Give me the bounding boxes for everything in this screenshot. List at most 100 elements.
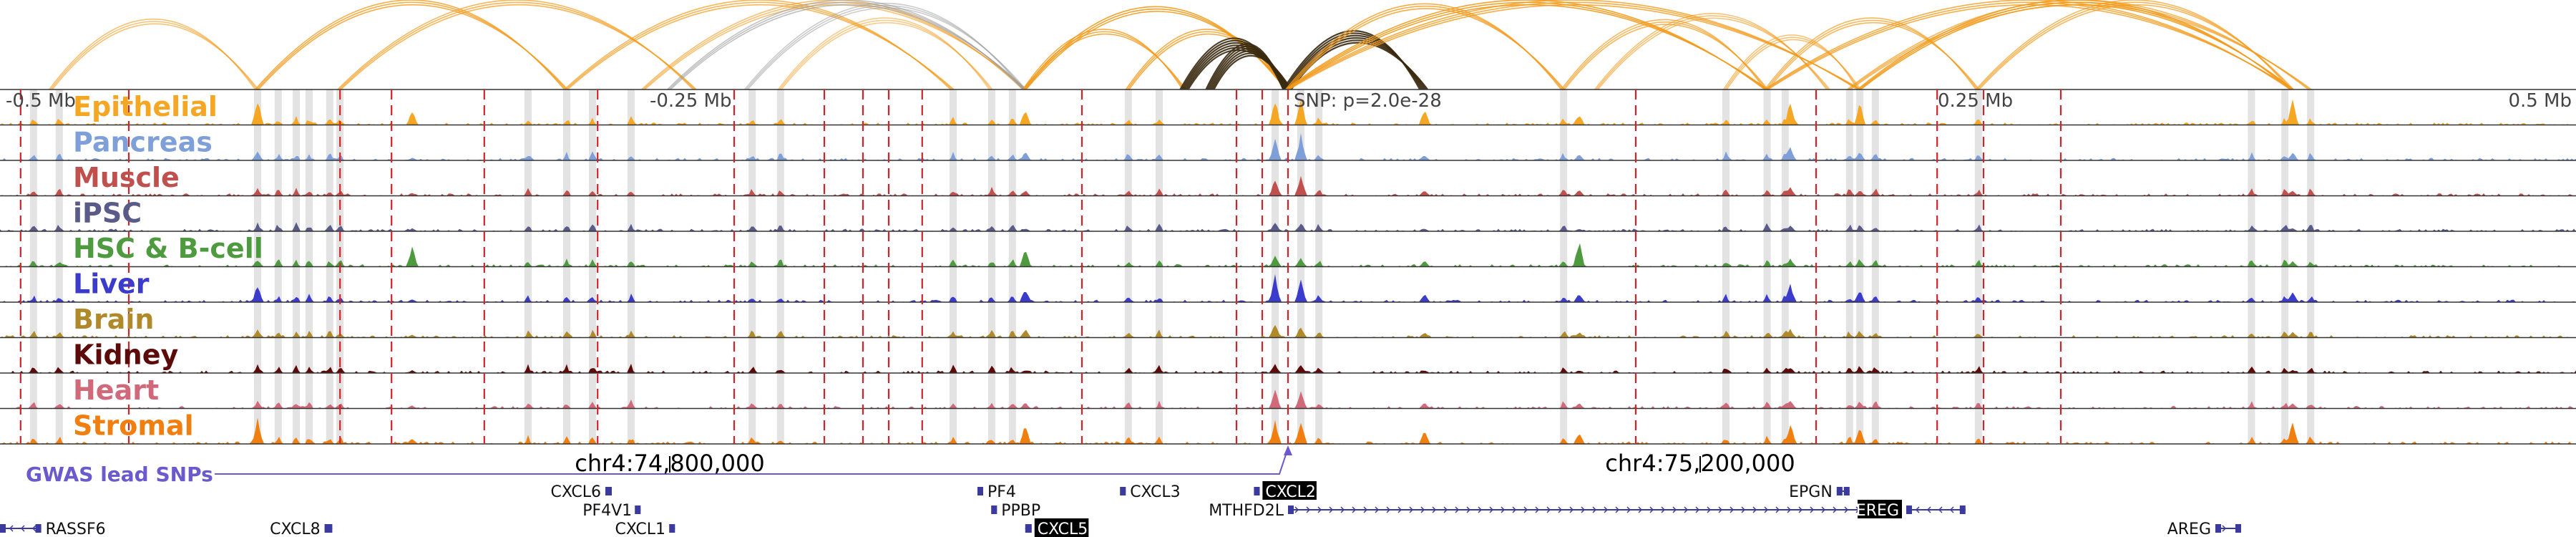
strand-arrow	[1844, 506, 1849, 513]
loop-arc	[49, 19, 256, 90]
signal-track-liver	[0, 274, 2576, 302]
signal-track-ipsc	[0, 222, 2576, 231]
scale-label: 0.25 Mb	[1938, 90, 2013, 112]
coord-label: chr4:74,800,000	[575, 450, 764, 477]
strand-arrow	[9, 525, 14, 532]
strand-arrow	[1672, 506, 1677, 513]
strand-arrow	[1775, 506, 1780, 513]
gene-exon	[606, 487, 612, 495]
strand-arrow	[1352, 506, 1357, 513]
gene-label: EPGN	[1789, 483, 1833, 501]
gene-exon	[669, 524, 675, 533]
strand-arrow	[1741, 506, 1746, 513]
strand-arrow	[1443, 506, 1448, 513]
track-label: HSC & B-cell	[73, 233, 263, 264]
signal-track-brain	[0, 324, 2576, 338]
track-labels: Epithelial Pancreas Muscle iPSC HSC & B-cell…	[73, 91, 263, 442]
strand-arrow	[1592, 506, 1597, 513]
loop-arc	[340, 4, 697, 90]
track-label: Liver	[73, 268, 150, 300]
strand-arrow	[1764, 506, 1769, 513]
signal-track-heart	[0, 390, 2576, 409]
chromatin-loops	[49, 0, 2312, 90]
strand-arrow	[1317, 506, 1322, 513]
strand-arrow	[2222, 525, 2227, 532]
gene-exon	[1959, 505, 1966, 514]
strand-arrow	[1787, 506, 1792, 513]
strand-arrow	[1294, 506, 1299, 513]
gene-label: PF4V1	[582, 502, 632, 520]
strand-arrow	[1501, 506, 1506, 513]
loop-arc	[567, 4, 955, 90]
strand-arrow	[1926, 506, 1931, 513]
loop-arc	[1767, 4, 2294, 90]
gene-exon	[1288, 505, 1294, 514]
gene-exon	[326, 524, 333, 533]
strand-arrow	[1695, 506, 1700, 513]
strand-arrow	[1375, 506, 1380, 513]
strand-arrow	[1798, 506, 1803, 513]
strand-arrow	[1938, 506, 1943, 513]
track-label: Brain	[73, 304, 154, 335]
strand-arrow	[1649, 506, 1654, 513]
strand-arrow	[20, 525, 25, 532]
gwas-lead-snps-label: GWAS lead SNPs	[26, 463, 213, 486]
gene-exon	[2235, 524, 2241, 533]
strand-arrow	[1626, 506, 1631, 513]
gene-exon	[35, 524, 42, 533]
gene-label: MTHFD2L	[1209, 502, 1284, 520]
signal-track-pancreas	[0, 132, 2576, 160]
strand-arrow	[1409, 506, 1414, 513]
loop-arc	[1860, 4, 2294, 90]
gene-exon	[1254, 487, 1260, 495]
track-label: Epithelial	[73, 91, 218, 122]
loop-arc	[1767, 22, 1980, 90]
strand-arrow	[1684, 506, 1689, 513]
strand-arrow	[1569, 506, 1574, 513]
strand-arrow	[1535, 506, 1540, 513]
strand-arrow	[1810, 506, 1815, 513]
strand-arrow	[1752, 506, 1757, 513]
gene-highlight-box	[1858, 500, 1902, 518]
strand-arrow	[1489, 506, 1494, 513]
loop-arc	[1288, 8, 1565, 90]
gene-exon	[1906, 505, 1912, 514]
gene-label: EREG	[1856, 502, 1899, 520]
signal-track-hsc-b-cell	[0, 243, 2576, 267]
signal-track-stromal	[0, 417, 2576, 444]
loop-arc	[52, 23, 259, 90]
gene-exon	[1120, 487, 1126, 495]
gene-label: CXCL1	[615, 521, 665, 537]
strand-arrow	[1729, 506, 1735, 513]
strand-arrow	[1833, 506, 1838, 513]
loop-arc	[1288, 4, 1861, 90]
gene-highlight-box	[1262, 481, 1317, 500]
track-label: Muscle	[73, 162, 180, 193]
strand-arrow	[1821, 506, 1826, 513]
strand-arrow	[1915, 506, 1920, 513]
scale-label: 0.5 Mb	[2508, 90, 2572, 112]
coordinate-axis: chr4:74,800,000 chr4:75,200,000	[575, 450, 1795, 477]
strand-arrow	[1329, 506, 1334, 513]
scale-label: -0.25 Mb	[650, 90, 731, 112]
gwas-snp-marker	[1284, 445, 1292, 455]
loop-arc	[1022, 29, 1184, 90]
strand-arrow	[1386, 506, 1391, 513]
strand-arrow	[31, 525, 36, 532]
strand-arrow	[1478, 506, 1483, 513]
strand-arrow	[1420, 506, 1425, 513]
loop-arc	[1213, 54, 1292, 90]
gene-exon	[1025, 524, 1032, 533]
gene-label: CXCL5	[1038, 521, 1088, 537]
gene-label: CXCL8	[270, 521, 320, 537]
loop-arc	[747, 7, 1027, 90]
strand-arrow	[1661, 506, 1666, 513]
loop-arc	[258, 4, 568, 90]
strand-arrow	[1512, 506, 1517, 513]
gene-exon	[977, 487, 983, 495]
gene-exon	[635, 505, 641, 514]
strand-arrow	[1707, 506, 1712, 513]
signal-track-epithelial	[0, 99, 2576, 125]
loop-arc	[1563, 24, 1769, 90]
